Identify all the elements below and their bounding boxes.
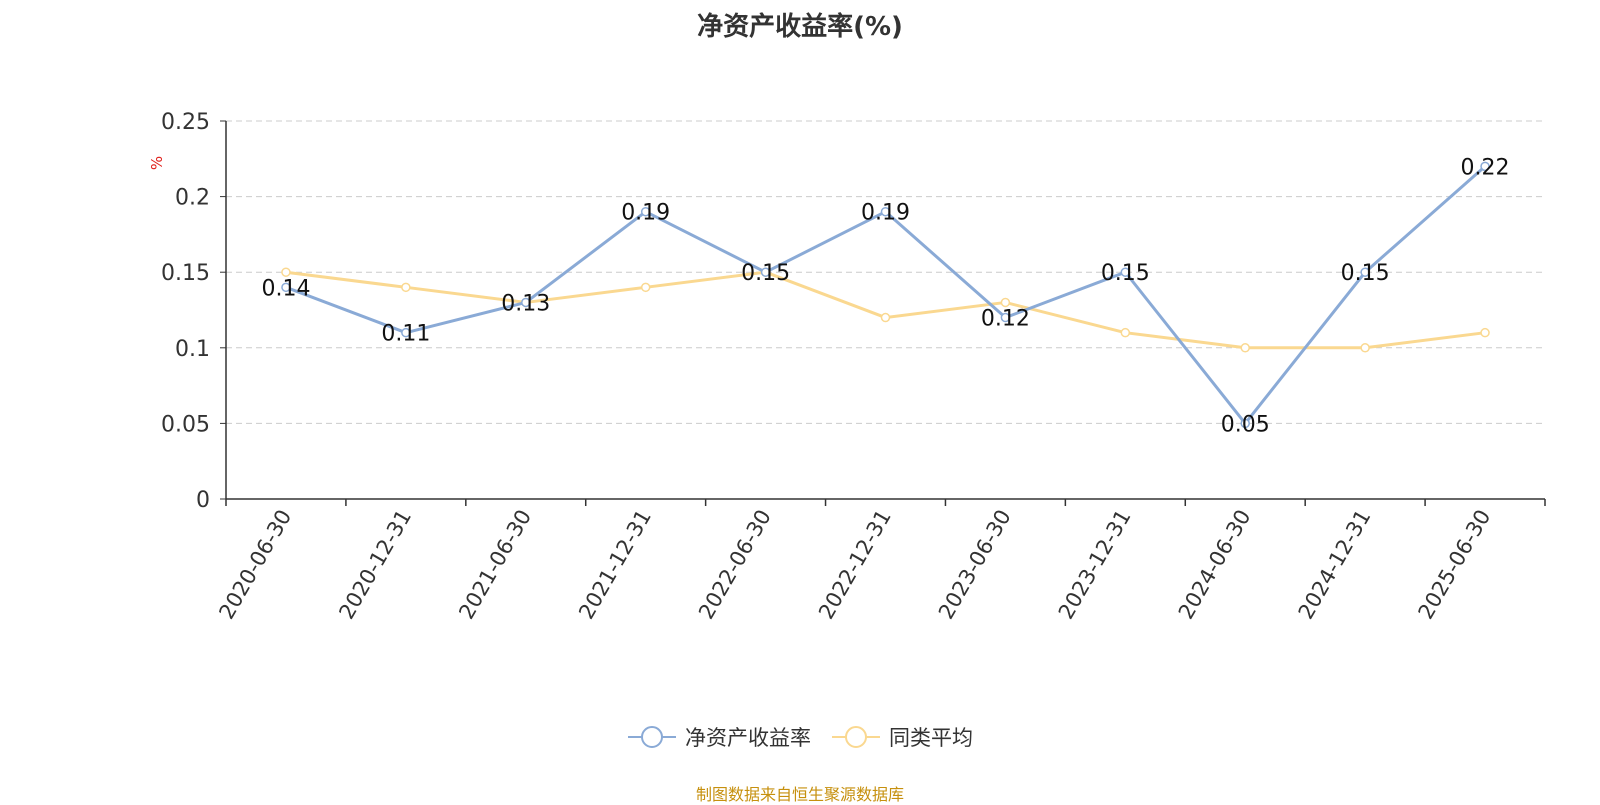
y-tick-label: 0: [196, 488, 210, 513]
x-tick-label: 2025-06-30: [1414, 506, 1496, 624]
data-point: [1360, 267, 1370, 277]
legend-peer-average-icon: [832, 726, 880, 748]
data-point: [1120, 327, 1131, 338]
data-point: [880, 312, 891, 323]
data-label: 0.14: [261, 276, 310, 301]
data-label: 0.22: [1461, 155, 1510, 180]
data-label: 0.11: [381, 322, 430, 347]
x-tick-label: 2023-06-30: [934, 506, 1016, 624]
series-line-1: [285, 270, 1486, 350]
y-axis-unit-label: %: [148, 156, 166, 170]
data-point: [1240, 418, 1250, 429]
legend-roe-label: 净资产收益率: [685, 726, 811, 750]
data-point: [640, 282, 651, 293]
data-label: 0.15: [1341, 261, 1390, 286]
data-point: [1360, 343, 1370, 353]
data-label: 0.15: [1101, 261, 1150, 286]
data-point: [401, 327, 411, 338]
x-tick-label: 2023-12-31: [1054, 506, 1136, 624]
axes: 0 0.05 0.1 0.15 0.2 0.25% 2020-06-30 2020-12-31…: [148, 110, 1546, 624]
data-point: [521, 297, 531, 308]
data-point: [760, 267, 771, 277]
legend-peer-average-label: 同类平均: [889, 726, 973, 750]
data-point: [640, 206, 651, 217]
data-point: [1120, 267, 1131, 277]
chart-title: 净资产收益率(%): [697, 12, 903, 42]
data-point: [1480, 327, 1490, 338]
y-tick-label: 0.2: [175, 186, 210, 211]
x-tick-label: 2021-12-31: [574, 506, 656, 624]
data-point: [401, 282, 411, 293]
data-point: [1000, 297, 1011, 308]
data-label: 0.19: [861, 201, 910, 226]
legend-roe-icon: [628, 726, 676, 748]
data-label: 0.12: [981, 307, 1030, 332]
data-point: [1000, 312, 1011, 323]
x-tick-label: 2020-06-30: [214, 506, 296, 624]
x-tick-label: 2024-12-31: [1294, 506, 1376, 624]
data-label: 0.15: [741, 261, 790, 286]
data-point: [281, 267, 291, 277]
data-point: [281, 282, 291, 293]
legend-item-roe[interactable]: 净资产收益率: [627, 722, 811, 752]
legend: 净资产收益率 同类平均: [0, 722, 1600, 752]
x-tick-label: 2024-06-30: [1174, 506, 1256, 624]
x-tick-label: 2022-12-31: [814, 506, 896, 624]
data-label: 0.13: [501, 291, 550, 316]
data-label: 0.05: [1221, 412, 1270, 437]
data-label: 0.19: [621, 201, 670, 226]
data-source-note: 制图数据来自恒生聚源数据库: [695, 785, 904, 804]
y-tick-label: 0.1: [175, 337, 210, 362]
y-tick-label: 0.25: [161, 110, 210, 135]
x-tick-label: 2020-12-31: [334, 506, 416, 624]
legend-item-peer-average[interactable]: 同类平均: [831, 722, 973, 752]
y-tick-label: 0.15: [161, 261, 210, 286]
data-point: [1480, 161, 1490, 172]
data-point: [1240, 343, 1250, 353]
x-tick-label: 2021-06-30: [454, 506, 536, 624]
data-labels: 0.14 0.11 0.13 0.19 0.15 0.19 0.12 0.15 0.05 0.15…: [261, 155, 1509, 437]
series-lines: [281, 161, 1490, 429]
data-point: [880, 206, 891, 217]
y-tick-label: 0.05: [161, 412, 210, 437]
x-tick-label: 2022-06-30: [694, 506, 776, 624]
